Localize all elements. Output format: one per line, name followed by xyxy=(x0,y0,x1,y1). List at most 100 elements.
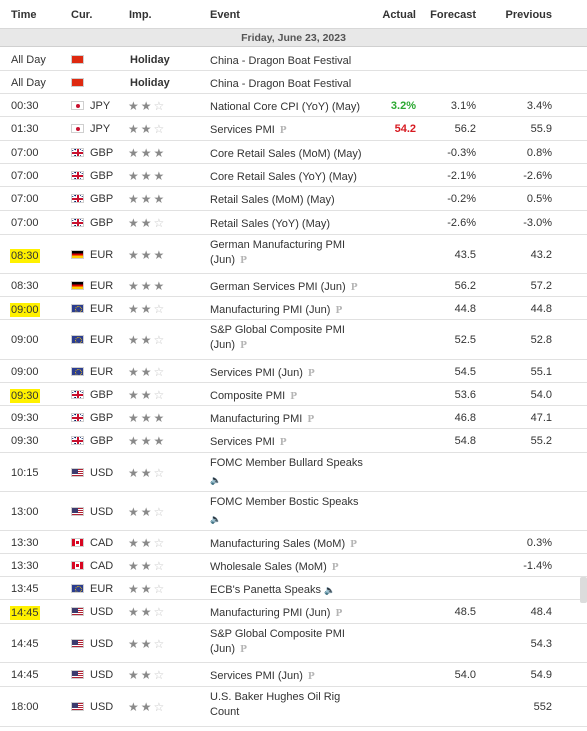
event-name[interactable]: Services PMI P xyxy=(210,435,370,451)
header-previous[interactable]: Previous xyxy=(505,9,552,21)
preliminary-icon: P xyxy=(279,126,287,136)
event-name[interactable]: Manufacturing PMI (Jun) P xyxy=(210,606,370,622)
currency-code: CAD xyxy=(90,560,114,572)
event-name[interactable]: National Core CPI (YoY) (May) xyxy=(210,100,370,115)
star-filled-icon: ★ xyxy=(128,411,141,425)
event-name[interactable]: Services PMI P xyxy=(210,123,370,139)
event-name[interactable]: China - Dragon Boat Festival xyxy=(210,54,370,69)
event-name[interactable]: Core Retail Sales (MoM) (May) xyxy=(210,147,370,162)
forecast-value: 52.5 xyxy=(454,334,476,346)
forecast-value: -0.3% xyxy=(447,147,476,159)
currency-code: GBP xyxy=(90,193,114,205)
header-actual[interactable]: Actual xyxy=(382,9,416,21)
event-name[interactable]: China - Dragon Boat Festival xyxy=(210,77,370,92)
table-row[interactable]: 13:30 CAD ★★☆ Wholesale Sales (MoM) P -1.4% xyxy=(0,554,587,577)
event-name[interactable]: Retail Sales (MoM) (May) xyxy=(210,193,370,208)
event-time: 07:00 xyxy=(11,170,39,182)
us-flag-icon xyxy=(71,607,84,616)
currency-code: USD xyxy=(90,606,114,618)
star-filled-icon: ★ xyxy=(128,559,141,573)
event-name[interactable]: Services PMI (Jun) P xyxy=(210,366,370,382)
header-forecast[interactable]: Forecast xyxy=(430,9,476,21)
event-name[interactable]: Manufacturing Sales (MoM) P xyxy=(210,537,370,553)
previous-value: -3.0% xyxy=(523,217,552,229)
table-row[interactable]: 13:45 EUR ★★☆ ECB's Panetta Speaks 🔈 xyxy=(0,577,587,600)
forecast-value: -2.6% xyxy=(447,217,476,229)
currency-code: GBP xyxy=(90,147,114,159)
header-event[interactable]: Event xyxy=(210,9,240,21)
us-flag-icon xyxy=(71,702,84,711)
star-empty-icon: ☆ xyxy=(153,216,167,230)
star-filled-icon: ★ xyxy=(128,248,141,262)
table-row[interactable]: 10:15 USD ★★☆ FOMC Member Bullard Speaks 🔈 xyxy=(0,453,587,492)
table-header: Time Cur. Imp. Event Actual Forecast Pre… xyxy=(0,0,587,29)
header-currency[interactable]: Cur. xyxy=(71,9,93,21)
event-name[interactable]: Composite PMI P xyxy=(210,389,370,405)
currency-code: USD xyxy=(90,638,114,650)
table-row[interactable]: 14:45 USD ★★☆ Services PMI (Jun) P 54.0 54.9 xyxy=(0,663,587,687)
table-row[interactable]: 07:00 GBP ★★★ Retail Sales (MoM) (May) -0.2%… xyxy=(0,187,587,211)
currency-code: GBP xyxy=(90,412,114,424)
table-row[interactable]: 07:00 GBP ★★★ Core Retail Sales (MoM) (May)… xyxy=(0,141,587,164)
star-empty-icon: ☆ xyxy=(153,605,167,619)
header-time[interactable]: Time xyxy=(11,9,37,21)
table-row[interactable]: 07:00 GBP ★★☆ Retail Sales (YoY) (May) -2.6%… xyxy=(0,211,587,235)
previous-value: 55.1 xyxy=(530,366,552,378)
table-row[interactable]: 18:00 USD ★★☆ U.S. Baker Hughes Oil Rig Coun… xyxy=(0,687,587,727)
event-name[interactable]: FOMC Member Bostic Speaks 🔈 xyxy=(210,495,370,525)
header-importance[interactable]: Imp. xyxy=(129,9,152,21)
table-row[interactable]: 13:00 USD ★★☆ FOMC Member Bostic Speaks 🔈 xyxy=(0,492,587,531)
table-row[interactable]: 01:30 JPY ★★☆ Services PMI P 54.2 56.2 55.9 xyxy=(0,117,587,141)
event-name[interactable]: FOMC Member Bullard Speaks 🔈 xyxy=(210,456,370,486)
event-name[interactable]: Manufacturing PMI (Jun) P xyxy=(210,303,370,319)
day-separator: Friday, June 23, 2023 xyxy=(0,29,587,47)
importance-rating: ★★★ xyxy=(128,411,166,425)
table-row[interactable]: 09:30 GBP ★★☆ Composite PMI P 53.6 54.0 xyxy=(0,383,587,406)
currency-code: USD xyxy=(90,669,114,681)
speaker-icon: 🔈 xyxy=(323,585,336,595)
table-row[interactable]: 08:30 EUR ★★★ German Services PMI (Jun) P 56.… xyxy=(0,274,587,297)
importance-rating: ★★☆ xyxy=(128,99,166,113)
event-name[interactable]: Core Retail Sales (YoY) (May) xyxy=(210,170,370,185)
event-name[interactable]: Wholesale Sales (MoM) P xyxy=(210,560,370,576)
event-name[interactable]: S&P Global Composite PMI (Jun) P xyxy=(210,627,370,658)
event-name[interactable]: U.S. Baker Hughes Oil Rig Count xyxy=(210,690,370,720)
table-row[interactable]: All Day Holiday China - Dragon Boat Festiv… xyxy=(0,48,587,71)
table-row[interactable]: 13:30 CAD ★★☆ Manufacturing Sales (MoM) P 0.3… xyxy=(0,531,587,554)
previous-value: 0.3% xyxy=(526,537,552,549)
table-row[interactable]: 09:00 EUR ★★☆ Services PMI (Jun) P 54.5 55.1 xyxy=(0,360,587,383)
star-filled-icon: ★ xyxy=(140,216,154,230)
table-row[interactable]: 08:30 EUR ★★★ German Manufacturing PMI (Jun)… xyxy=(0,235,587,274)
event-time: 13:00 xyxy=(11,506,39,518)
currency-code: EUR xyxy=(90,366,114,378)
event-time: 09:00 xyxy=(11,334,39,346)
star-filled-icon: ★ xyxy=(140,668,154,682)
preliminary-icon: P xyxy=(240,645,247,655)
event-name[interactable]: German Manufacturing PMI (Jun) P xyxy=(210,238,370,269)
table-row[interactable]: 09:30 GBP ★★★ Services PMI P 54.8 55.2 xyxy=(0,429,587,453)
event-name[interactable]: ECB's Panetta Speaks 🔈 xyxy=(210,583,370,598)
importance-rating: ★★★ xyxy=(128,248,166,262)
event-name[interactable]: Manufacturing PMI P xyxy=(210,412,370,428)
scrollbar-thumb[interactable] xyxy=(580,577,587,603)
eu-flag-icon xyxy=(71,304,84,313)
event-name[interactable]: Retail Sales (YoY) (May) xyxy=(210,217,370,232)
table-row[interactable]: 09:00 EUR ★★☆ S&P Global Composite PMI (Jun)… xyxy=(0,320,587,360)
star-empty-icon: ☆ xyxy=(153,388,167,402)
table-row[interactable]: 00:30 JPY ★★☆ National Core CPI (YoY) (May)… xyxy=(0,94,587,117)
table-row[interactable]: 09:00 EUR ★★☆ Manufacturing PMI (Jun) P 44.8 4… xyxy=(0,297,587,320)
event-name[interactable]: S&P Global Composite PMI (Jun) P xyxy=(210,323,370,354)
star-filled-icon: ★ xyxy=(140,582,154,596)
preliminary-icon: P xyxy=(350,283,358,293)
forecast-value: -0.2% xyxy=(447,193,476,205)
event-name[interactable]: German Services PMI (Jun) P xyxy=(210,280,370,296)
importance-rating: ★★☆ xyxy=(128,333,166,347)
table-row[interactable]: 09:30 GBP ★★★ Manufacturing PMI P 46.8 47.1 xyxy=(0,406,587,429)
table-row[interactable]: All Day Holiday China - Dragon Boat Festiv… xyxy=(0,71,587,94)
table-row[interactable]: 07:00 GBP ★★★ Core Retail Sales (YoY) (May)… xyxy=(0,164,587,187)
table-row[interactable]: 14:45 USD ★★☆ Manufacturing PMI (Jun) P 48.5 4… xyxy=(0,600,587,624)
event-name[interactable]: Services PMI (Jun) P xyxy=(210,669,370,685)
table-row[interactable]: 14:45 USD ★★☆ S&P Global Composite PMI (Jun)… xyxy=(0,624,587,663)
holiday-label: Holiday xyxy=(130,54,170,66)
star-empty-icon: ☆ xyxy=(153,559,167,573)
